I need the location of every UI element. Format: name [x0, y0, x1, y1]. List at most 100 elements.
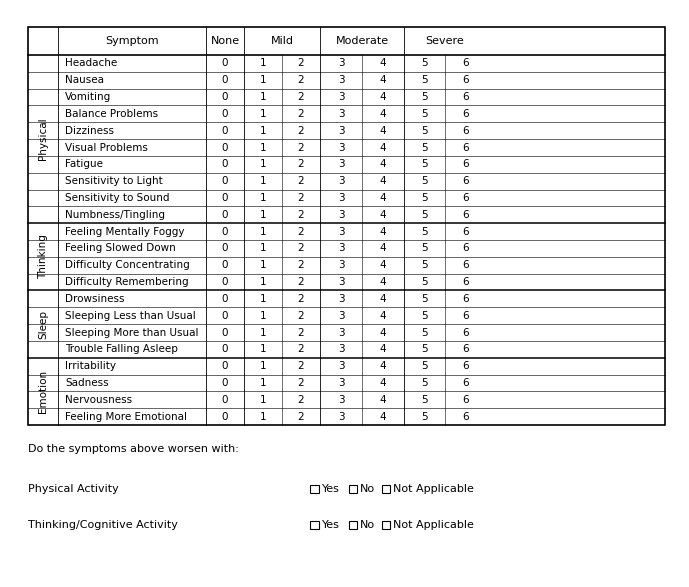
Text: 0: 0 — [222, 176, 228, 186]
Text: 4: 4 — [380, 143, 387, 153]
Text: 3: 3 — [338, 328, 344, 338]
Text: 0: 0 — [222, 92, 228, 102]
Text: Numbness/Tingling: Numbness/Tingling — [65, 210, 165, 220]
Text: 6: 6 — [462, 361, 469, 371]
Text: 3: 3 — [338, 75, 344, 85]
Text: 0: 0 — [222, 210, 228, 220]
Text: 6: 6 — [462, 411, 469, 421]
Text: Do the symptoms above worsen with:: Do the symptoms above worsen with: — [28, 444, 239, 454]
Text: Sadness: Sadness — [65, 378, 109, 388]
Text: 4: 4 — [380, 59, 387, 69]
Text: 5: 5 — [421, 193, 428, 203]
Text: 4: 4 — [380, 395, 387, 405]
Text: 1: 1 — [260, 75, 267, 85]
Text: 4: 4 — [380, 176, 387, 186]
Text: Physical: Physical — [38, 118, 48, 160]
Text: 0: 0 — [222, 126, 228, 136]
Text: 0: 0 — [222, 193, 228, 203]
Text: 6: 6 — [462, 345, 469, 355]
Text: 2: 2 — [298, 395, 305, 405]
Text: 3: 3 — [338, 277, 344, 287]
Text: None: None — [210, 36, 240, 46]
Text: Symptom: Symptom — [105, 36, 158, 46]
Text: 2: 2 — [298, 244, 305, 254]
Text: Sleep: Sleep — [38, 309, 48, 339]
Text: Feeling More Emotional: Feeling More Emotional — [65, 411, 187, 421]
Text: 3: 3 — [338, 294, 344, 304]
Text: 3: 3 — [338, 193, 344, 203]
Text: Dizziness: Dizziness — [65, 126, 114, 136]
Text: 0: 0 — [222, 311, 228, 321]
Text: Difficulty Concentrating: Difficulty Concentrating — [65, 260, 189, 270]
Text: Visual Problems: Visual Problems — [65, 143, 148, 153]
Text: 1: 1 — [260, 59, 267, 69]
Text: Vomiting: Vomiting — [65, 92, 111, 102]
Text: 4: 4 — [380, 277, 387, 287]
Text: 4: 4 — [380, 193, 387, 203]
Text: 4: 4 — [380, 294, 387, 304]
Text: 5: 5 — [421, 143, 428, 153]
Text: 0: 0 — [222, 59, 228, 69]
Text: 1: 1 — [260, 277, 267, 287]
Text: Moderate: Moderate — [336, 36, 389, 46]
Text: 5: 5 — [421, 328, 428, 338]
Text: 1: 1 — [260, 378, 267, 388]
Text: 4: 4 — [380, 227, 387, 237]
Text: 4: 4 — [380, 75, 387, 85]
Text: 5: 5 — [421, 411, 428, 421]
Text: 5: 5 — [421, 361, 428, 371]
Text: Physical Activity: Physical Activity — [28, 484, 119, 494]
Text: 4: 4 — [380, 159, 387, 169]
Text: 1: 1 — [260, 260, 267, 270]
Text: 6: 6 — [462, 176, 469, 186]
Text: 3: 3 — [338, 159, 344, 169]
Text: 0: 0 — [222, 260, 228, 270]
Text: 0: 0 — [222, 411, 228, 421]
Text: 5: 5 — [421, 378, 428, 388]
Text: 2: 2 — [298, 210, 305, 220]
Text: 6: 6 — [462, 143, 469, 153]
Text: 6: 6 — [462, 311, 469, 321]
Text: No: No — [360, 484, 376, 494]
Text: Mild: Mild — [271, 36, 294, 46]
Text: 1: 1 — [260, 143, 267, 153]
Text: 6: 6 — [462, 395, 469, 405]
Text: Sensitivity to Light: Sensitivity to Light — [65, 176, 163, 186]
Text: 1: 1 — [260, 311, 267, 321]
Text: 0: 0 — [222, 159, 228, 169]
Text: 5: 5 — [421, 345, 428, 355]
Text: 2: 2 — [298, 260, 305, 270]
Text: 0: 0 — [222, 277, 228, 287]
Text: Fatigue: Fatigue — [65, 159, 103, 169]
Text: Sleeping More than Usual: Sleeping More than Usual — [65, 328, 198, 338]
Text: 5: 5 — [421, 260, 428, 270]
Text: 2: 2 — [298, 75, 305, 85]
Text: 1: 1 — [260, 227, 267, 237]
Text: 4: 4 — [380, 260, 387, 270]
Text: 6: 6 — [462, 75, 469, 85]
Text: 3: 3 — [338, 411, 344, 421]
Text: 5: 5 — [421, 311, 428, 321]
Text: Not Applicable: Not Applicable — [393, 484, 474, 494]
Text: 3: 3 — [338, 345, 344, 355]
Text: 4: 4 — [380, 92, 387, 102]
Text: 1: 1 — [260, 361, 267, 371]
Text: 3: 3 — [338, 227, 344, 237]
Text: 1: 1 — [260, 193, 267, 203]
Text: 2: 2 — [298, 143, 305, 153]
Text: 6: 6 — [462, 159, 469, 169]
Text: Sensitivity to Sound: Sensitivity to Sound — [65, 193, 169, 203]
Text: 3: 3 — [338, 126, 344, 136]
Text: 1: 1 — [260, 159, 267, 169]
Text: 3: 3 — [338, 260, 344, 270]
Text: 5: 5 — [421, 159, 428, 169]
Text: 2: 2 — [298, 361, 305, 371]
Text: 5: 5 — [421, 92, 428, 102]
Text: 0: 0 — [222, 109, 228, 119]
Text: 4: 4 — [380, 328, 387, 338]
Text: 6: 6 — [462, 277, 469, 287]
Text: 6: 6 — [462, 92, 469, 102]
Text: 2: 2 — [298, 92, 305, 102]
Text: 5: 5 — [421, 227, 428, 237]
Text: 2: 2 — [298, 328, 305, 338]
